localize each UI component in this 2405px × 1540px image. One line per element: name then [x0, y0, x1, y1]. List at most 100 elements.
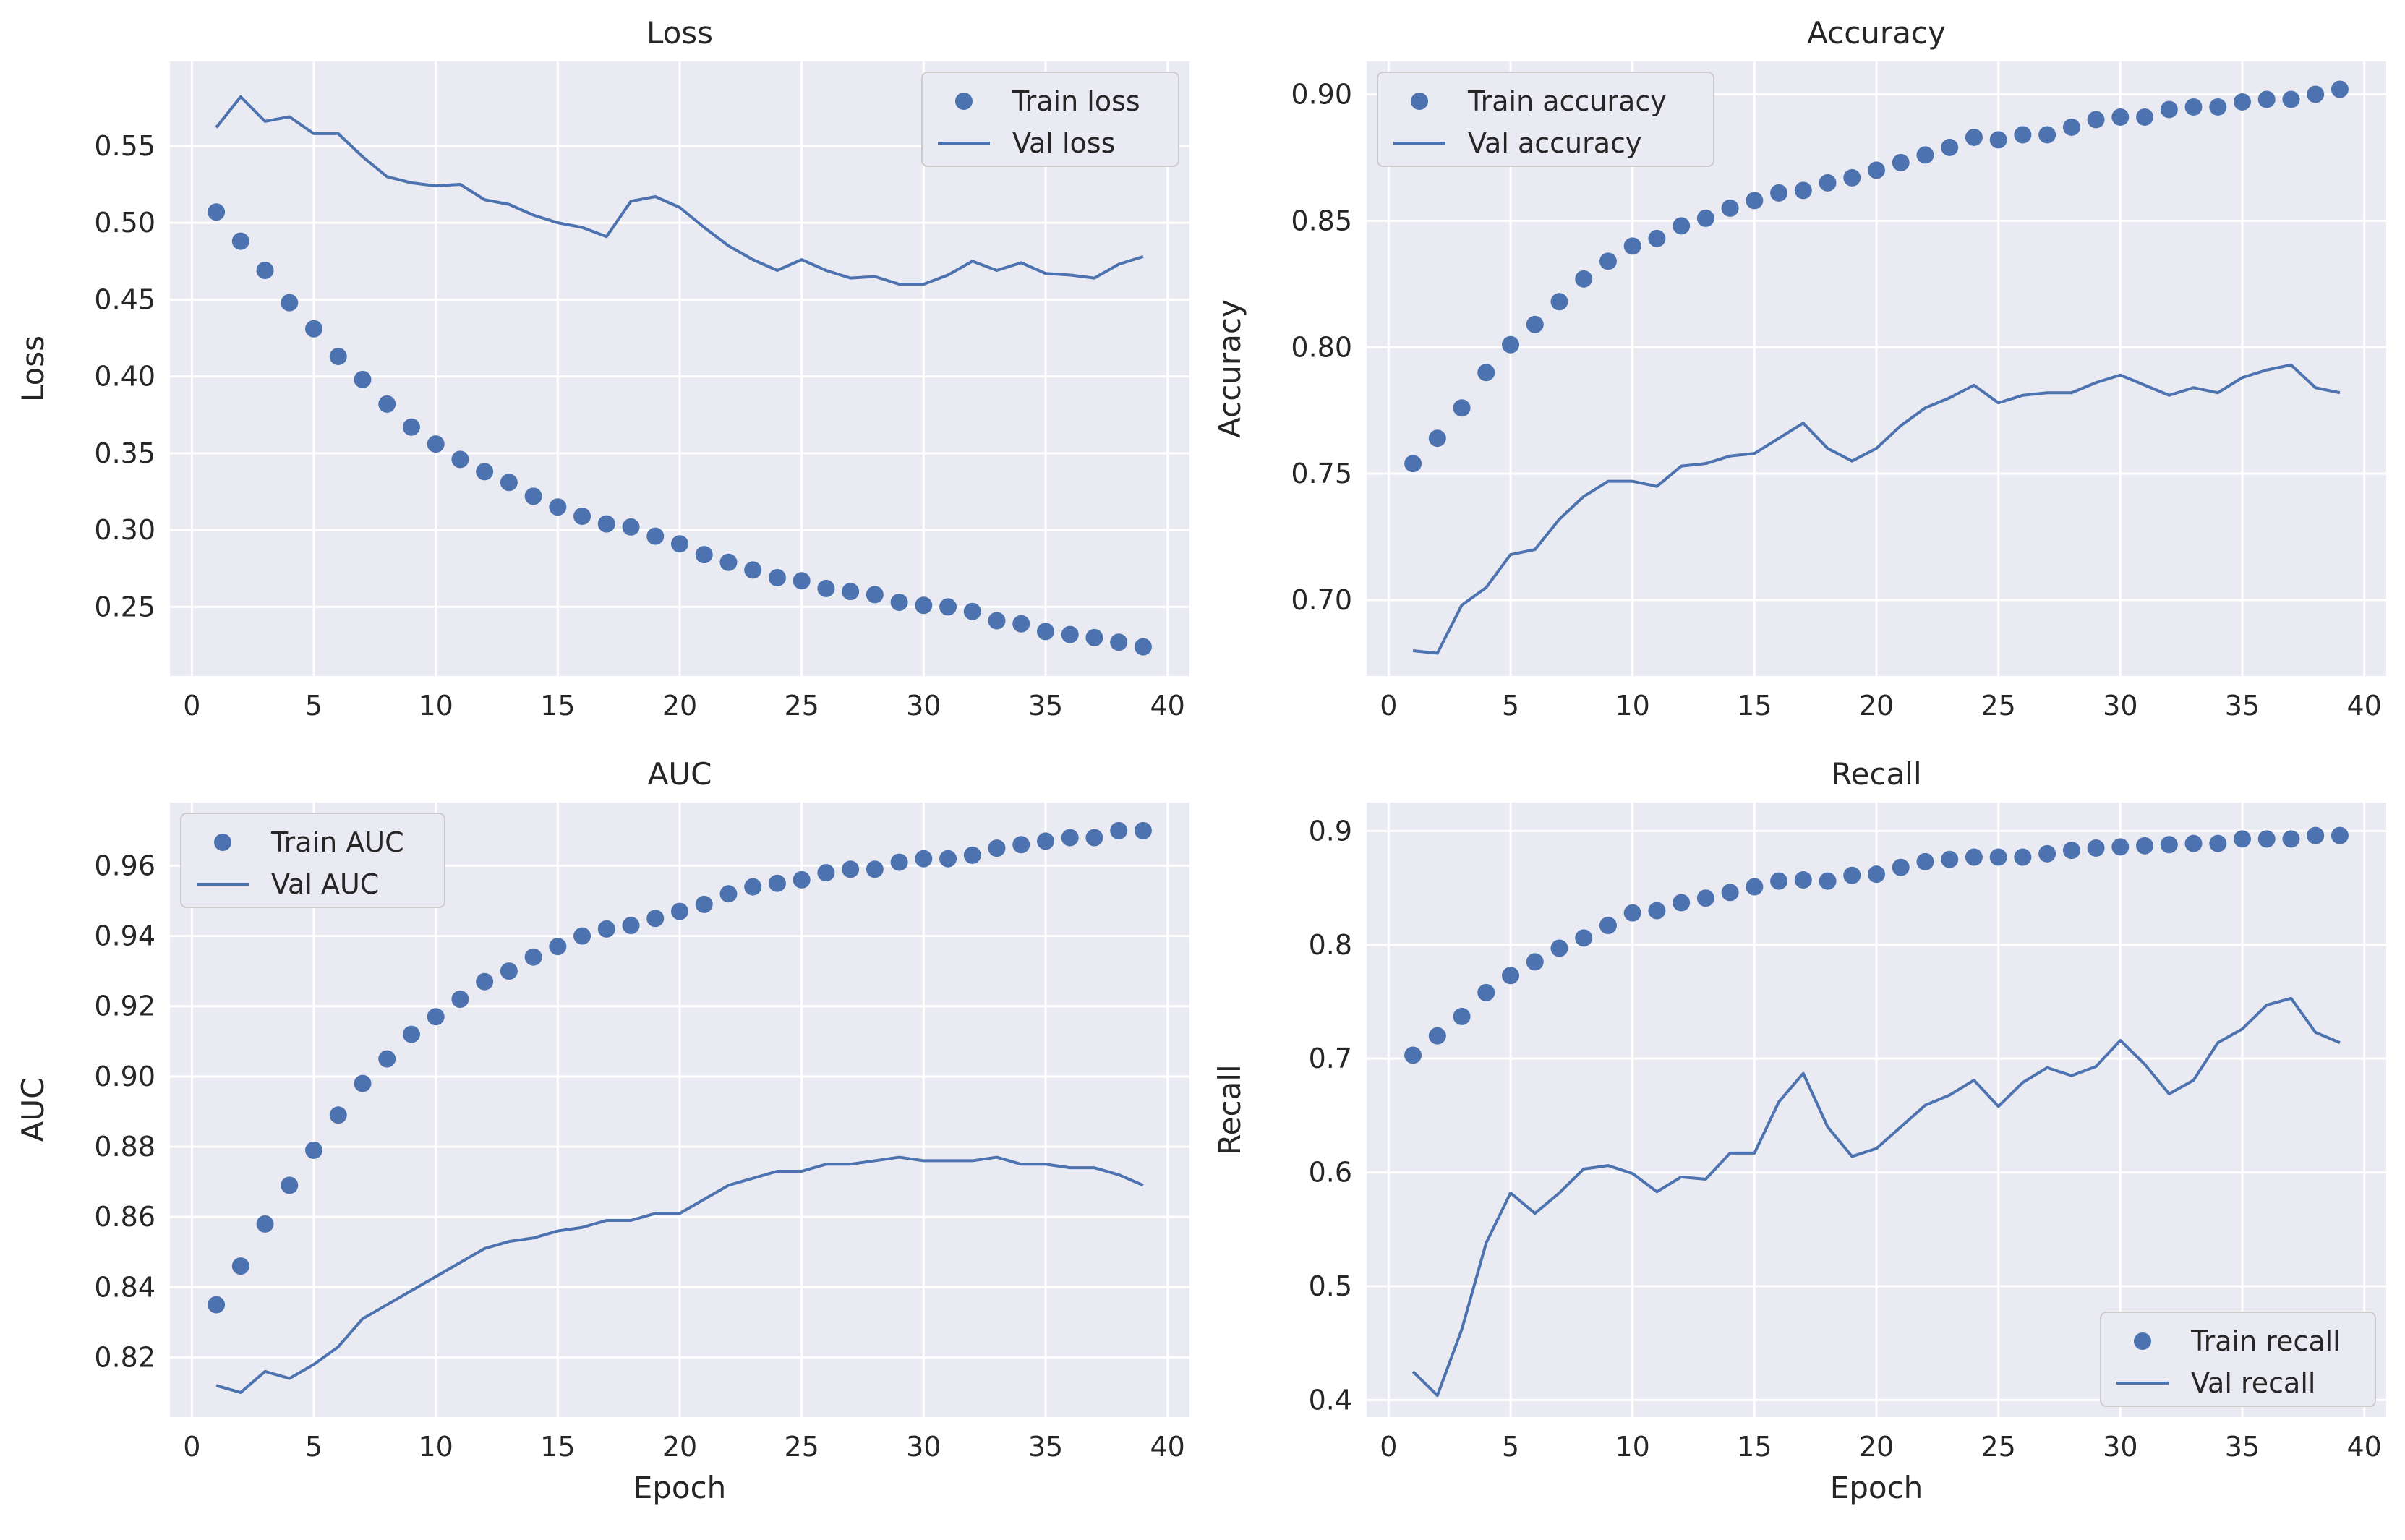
data-point [1623, 237, 1641, 255]
x-tick-label: 40 [2346, 1431, 2381, 1463]
data-point [1477, 983, 1495, 1001]
x-tick-label: 25 [784, 690, 819, 722]
x-tick-label: 0 [183, 1431, 200, 1463]
x-tick-label: 20 [662, 690, 697, 722]
data-point [2087, 839, 2105, 857]
data-point [2184, 98, 2203, 116]
data-point [2257, 90, 2276, 108]
data-point [939, 850, 957, 868]
x-tick-label: 35 [2225, 690, 2260, 722]
data-point [2331, 80, 2349, 98]
data-point [1134, 638, 1152, 656]
data-point [915, 596, 933, 615]
data-point [963, 602, 981, 620]
data-point [1819, 174, 1837, 192]
series-line-val-recall [1411, 996, 2341, 1398]
data-point [2160, 836, 2178, 854]
legend-entry-label: Train AUC [270, 826, 404, 858]
data-point [2111, 108, 2130, 126]
data-point [671, 535, 688, 553]
y-tick-label: 0.6 [1309, 1157, 1352, 1189]
data-point [988, 612, 1006, 630]
x-tick-label: 0 [1380, 1431, 1397, 1463]
data-point [500, 962, 518, 980]
data-point [1868, 865, 1885, 884]
data-point [768, 874, 786, 892]
data-point [1134, 821, 1152, 839]
legend-dot-marker [955, 93, 973, 110]
data-point [1770, 184, 1788, 202]
x-tick-label: 5 [1502, 1431, 1519, 1463]
x-tick-label: 20 [662, 1431, 697, 1463]
data-point [817, 864, 835, 882]
subplot-title: Loss [646, 15, 713, 51]
x-tick-label: 5 [305, 690, 322, 722]
data-point [719, 885, 738, 903]
y-tick-label: 0.45 [94, 283, 155, 315]
data-point [573, 927, 591, 945]
data-point [329, 1106, 347, 1124]
data-point [1110, 633, 1128, 651]
data-point [1012, 836, 1030, 854]
data-point [402, 418, 420, 436]
series-dots-train-accuracy [1404, 80, 2349, 473]
data-point [1085, 829, 1103, 847]
data-point [1770, 872, 1788, 890]
data-point [1892, 153, 1910, 171]
data-point [1061, 625, 1079, 643]
y-tick-label: 0.50 [94, 207, 155, 239]
data-point [1012, 615, 1030, 633]
legend-entry-label: Val recall [2191, 1367, 2315, 1399]
series-dots-train-recall [1404, 826, 2349, 1064]
data-point [1941, 138, 1959, 156]
data-point [549, 938, 567, 956]
data-point [281, 1176, 299, 1194]
data-point [1721, 199, 1739, 217]
data-point [622, 917, 640, 934]
data-point [354, 370, 372, 388]
legend-entry-label: Val AUC [271, 868, 379, 900]
data-point [1673, 894, 1691, 912]
y-tick-label: 0.7 [1309, 1043, 1352, 1074]
data-point [1989, 848, 2007, 866]
data-point [1648, 902, 1666, 920]
y-tick-label: 0.4 [1309, 1384, 1352, 1416]
y-tick-label: 0.25 [94, 591, 155, 623]
data-point [208, 1296, 226, 1314]
data-point [305, 1141, 323, 1159]
data-point [1916, 146, 1934, 164]
data-point [597, 920, 615, 938]
data-point [2233, 93, 2251, 111]
data-point [1648, 229, 1666, 247]
data-point [256, 262, 274, 279]
x-tick-label: 15 [540, 1431, 575, 1463]
data-point [2209, 98, 2227, 116]
data-point [1746, 878, 1764, 896]
data-point [744, 561, 762, 579]
data-point [281, 294, 299, 312]
data-point [646, 910, 665, 928]
x-tick-label: 40 [1150, 690, 1184, 722]
x-tick-label: 0 [183, 690, 200, 722]
data-point [866, 860, 884, 878]
x-tick-label: 25 [1981, 1431, 2015, 1463]
data-point [1989, 131, 2007, 149]
series-dots-train-loss [208, 203, 1152, 656]
x-tick-label: 35 [2225, 1431, 2260, 1463]
y-axis-label: Recall [1212, 1064, 1247, 1155]
data-point [256, 1215, 274, 1233]
x-tick-label: 25 [1981, 690, 2015, 722]
y-axis-label: Loss [15, 335, 51, 402]
data-point [1696, 889, 1714, 907]
data-point [2136, 108, 2154, 126]
y-tick-label: 0.92 [94, 991, 155, 1022]
data-point [2257, 830, 2276, 848]
data-point [646, 527, 665, 545]
data-point [988, 839, 1006, 857]
y-tick-label: 0.75 [1291, 458, 1352, 489]
data-point [378, 1050, 396, 1068]
x-tick-label: 15 [1737, 1431, 1772, 1463]
data-point [231, 232, 249, 250]
data-point [866, 586, 884, 604]
data-point [1696, 209, 1714, 227]
